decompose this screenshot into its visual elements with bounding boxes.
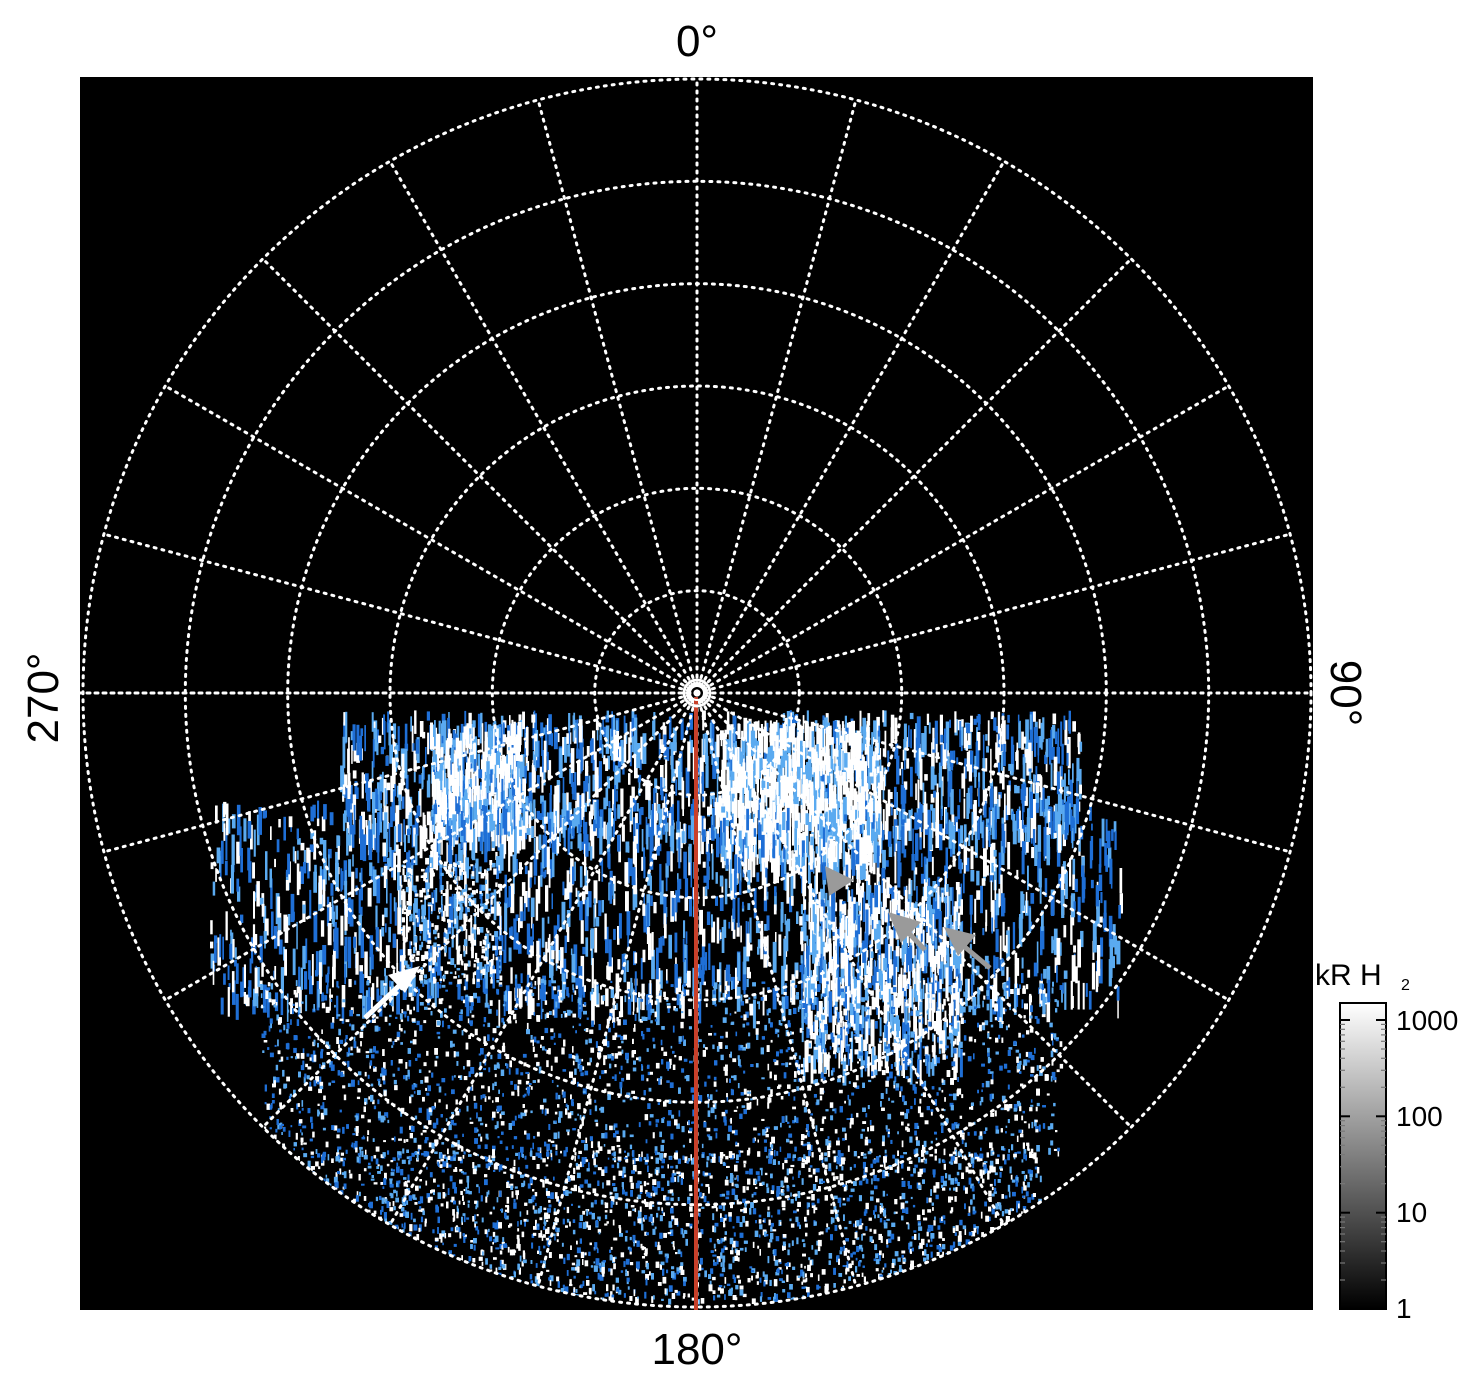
- pole-marker-icon: [682, 678, 712, 708]
- grid-spoke: [695, 257, 1133, 695]
- arrow-icon-grey-1: [825, 866, 854, 896]
- arrow-icon-grey-3: [944, 927, 992, 970]
- label-left: 270°: [19, 652, 68, 743]
- colorbar-ticks: [1340, 1019, 1386, 1310]
- arrow-icon-white: [363, 966, 420, 1020]
- grid-spoke: [388, 159, 699, 695]
- grid-spoke: [695, 691, 1006, 1227]
- colorbar-tick-label: 100: [1396, 1101, 1443, 1132]
- colorbar-title-subscript: 2: [1401, 977, 1410, 994]
- grid-spoke: [102, 691, 699, 854]
- colorbar-bar: [1339, 1002, 1387, 1310]
- grid-spoke: [102, 532, 699, 695]
- grid-spoke: [695, 98, 858, 695]
- grid-spoke: [261, 257, 699, 695]
- label-top: 0°: [676, 17, 718, 66]
- grid-spoke: [695, 691, 1133, 1129]
- grid-spoke: [163, 691, 699, 1002]
- grid-spoke: [695, 691, 858, 1288]
- auroral-emission: [210, 710, 1123, 1305]
- grid-spoke: [163, 384, 699, 695]
- grid-spoke: [536, 691, 699, 1288]
- annotation-arrows: [363, 866, 992, 1020]
- grid-spoke: [695, 159, 1006, 695]
- grid-spoke: [536, 98, 699, 695]
- grid-spoke: [695, 691, 1231, 1002]
- label-right: 90°: [1321, 660, 1370, 727]
- colorbar-tick-label: 1: [1396, 1293, 1412, 1324]
- colorbar-tick-label: 1000: [1396, 1005, 1458, 1036]
- colorbar-title-main: kR H: [1315, 959, 1382, 992]
- colorbar-tick-label: 10: [1396, 1197, 1427, 1228]
- colorbar-title: kR H: [1315, 959, 1382, 992]
- grid-spoke: [261, 691, 699, 1129]
- label-bottom: 180°: [651, 1325, 742, 1374]
- grid-spoke: [388, 691, 699, 1227]
- grid-spoke: [695, 532, 1292, 695]
- arrow-icon-grey-2: [888, 912, 927, 952]
- grid-spoke: [695, 384, 1231, 695]
- colorbar: kR H 2 1000 100 10 1: [1315, 959, 1458, 1324]
- grid-spoke: [695, 691, 1292, 854]
